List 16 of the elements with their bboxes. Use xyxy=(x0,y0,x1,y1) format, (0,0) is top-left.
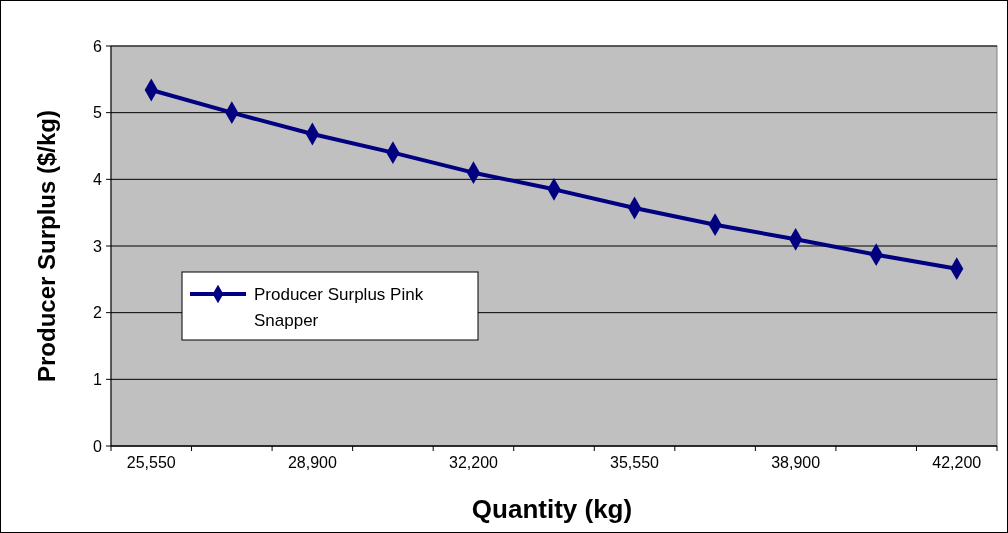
x-tick-label: 42,200 xyxy=(932,454,982,471)
legend-label: Producer Surplus Pink Snapper xyxy=(254,285,424,330)
y-tick-label: 5 xyxy=(93,104,103,122)
x-tick-label: 38,900 xyxy=(771,454,821,471)
x-tick-label: 25,550 xyxy=(126,454,176,471)
y-tick-label: 4 xyxy=(93,170,103,188)
y-axis-title: Producer Surplus ($/kg) xyxy=(33,109,60,383)
x-tick-label: 32,200 xyxy=(448,454,499,471)
x-axis-title: Quantity (kg) xyxy=(471,494,633,524)
y-tick-label: 3 xyxy=(93,237,103,255)
y-tick-label: 2 xyxy=(93,304,103,322)
x-tick-label: 28,900 xyxy=(287,454,337,471)
x-tick-label: 35,550 xyxy=(610,454,660,471)
y-tick-label: 1 xyxy=(93,370,103,388)
y-tick-label: 0 xyxy=(93,437,103,455)
y-tick-label: 6 xyxy=(93,37,103,55)
